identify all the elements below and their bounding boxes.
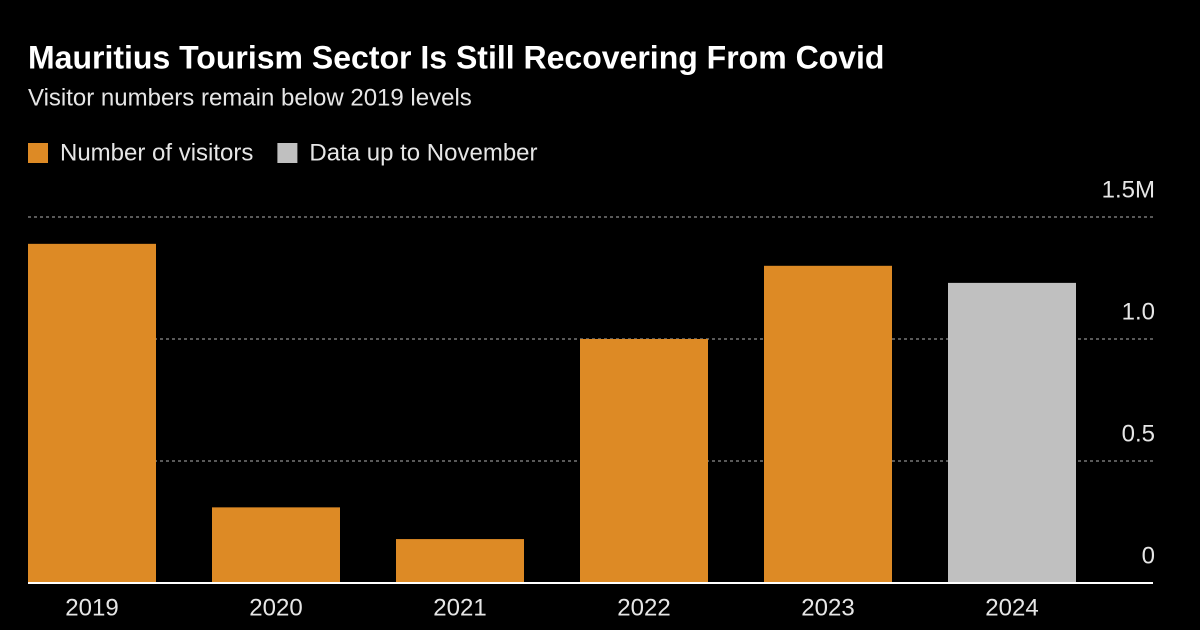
bar bbox=[396, 539, 524, 583]
legend-label: Data up to November bbox=[309, 139, 537, 166]
chart-title: Mauritius Tourism Sector Is Still Recove… bbox=[28, 39, 884, 75]
y-tick-label: 1.0 bbox=[1122, 298, 1155, 325]
x-tick-label: 2023 bbox=[801, 594, 854, 621]
x-tick-label: 2022 bbox=[617, 594, 670, 621]
bar bbox=[764, 265, 892, 583]
bar bbox=[212, 507, 340, 583]
y-tick-label: 1.5M bbox=[1102, 176, 1155, 203]
y-tick-label: 0 bbox=[1142, 542, 1155, 569]
x-tick-label: 2020 bbox=[249, 594, 302, 621]
bar bbox=[948, 282, 1076, 583]
bar bbox=[28, 243, 156, 583]
y-tick-label: 0.5 bbox=[1122, 420, 1155, 447]
chart-subtitle: Visitor numbers remain below 2019 levels bbox=[28, 84, 472, 111]
x-tick-label: 2024 bbox=[985, 594, 1038, 621]
legend-swatch bbox=[277, 143, 298, 163]
bar bbox=[580, 339, 708, 583]
x-tick-label: 2019 bbox=[65, 594, 118, 621]
x-tick-label: 2021 bbox=[433, 594, 486, 621]
legend-label: Number of visitors bbox=[60, 139, 253, 166]
legend-swatch bbox=[28, 143, 48, 163]
